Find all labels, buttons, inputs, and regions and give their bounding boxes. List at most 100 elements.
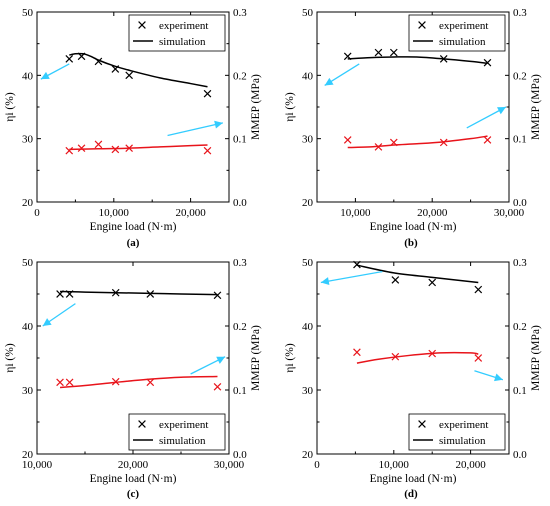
y-left-tick-label: 30 (302, 134, 314, 146)
panel-a: 0 10,000 20,000 20 30 40 50 0.0 0.1 0.2 0.3 Engine … (4, 7, 262, 249)
legend-box (128, 413, 226, 451)
axis-indicator-arrow (324, 63, 360, 87)
legend-simulation-label: simulation (439, 435, 486, 447)
y-right-axis-title: MMEP (MPa) (530, 325, 542, 391)
y-left-tick-label: 40 (302, 321, 314, 333)
eta-experiment-point (474, 285, 483, 294)
mmep-experiment-point (65, 378, 74, 387)
eta-experiment-point (203, 89, 212, 98)
x-tick-label: 20,000 (455, 459, 486, 471)
legend-experiment-marker (418, 420, 426, 428)
x-tick-label: 10,000 (99, 207, 130, 219)
y-right-axis-title: MMEP (MPa) (250, 74, 262, 140)
axis-indicator-arrow (190, 356, 226, 375)
eta-experiment-point (56, 290, 64, 298)
y-right-tick-label: 0.3 (233, 7, 247, 19)
mmep-experiment-point (111, 145, 120, 154)
y-right-tick-label: 0.1 (233, 134, 247, 146)
axis-indicator-arrow (466, 106, 507, 129)
eta-simulation-line (347, 56, 488, 65)
eta-experiment-point (483, 58, 492, 67)
mmep-experiment-point (343, 136, 352, 144)
legend-experiment-marker (138, 21, 146, 29)
x-axis-title: Engine load (N·m) (90, 221, 177, 233)
y-right-tick-label: 0.0 (513, 197, 527, 209)
legend-box (128, 14, 226, 52)
eta-simulation-line (356, 264, 479, 284)
panel-label: (b) (404, 237, 418, 249)
panel-label: (d) (404, 488, 418, 500)
y-right-tick-label: 0.2 (233, 70, 247, 82)
mmep-experiment-point (111, 377, 120, 386)
eta-experiment-point (111, 288, 120, 297)
legend: experiment simulation (128, 413, 226, 451)
y-left-tick-label: 30 (22, 134, 34, 146)
legend-experiment-marker (418, 21, 426, 29)
eta-experiment-point (65, 290, 74, 298)
eta-experiment-point (146, 290, 155, 298)
mmep-experiment-point (65, 146, 74, 155)
legend-simulation-label: simulation (159, 36, 206, 48)
eta-experiment-point (94, 57, 103, 66)
mmep-experiment-point (391, 352, 400, 361)
x-tick-label: 0 (34, 207, 40, 219)
y-right-axis-title: MMEP (MPa) (250, 325, 262, 391)
legend-experiment-label: experiment (439, 419, 488, 431)
y-right-tick-label: 0.1 (233, 385, 247, 397)
y-left-tick-label: 40 (22, 70, 34, 82)
legend: experiment simulation (128, 14, 226, 52)
mmep-experiment-point (94, 140, 103, 149)
x-axis-title: Engine load (N·m) (370, 473, 457, 485)
eta-experiment-point (125, 71, 133, 80)
y-left-tick-label: 20 (22, 449, 34, 461)
mmep-experiment-point (213, 382, 222, 391)
eta-experiment-point (343, 52, 352, 61)
axis-indicator-arrow (167, 120, 224, 137)
y-right-tick-label: 0.0 (233, 449, 247, 461)
eta-experiment-point (77, 52, 86, 61)
y-left-tick-label: 20 (302, 449, 314, 461)
y-left-tick-label: 50 (302, 257, 314, 269)
legend-simulation-label: simulation (159, 435, 206, 447)
panel-label: (c) (127, 488, 140, 500)
legend-experiment-marker (138, 420, 146, 428)
axis-indicator-arrow (42, 303, 76, 327)
y-right-tick-label: 0.2 (513, 70, 527, 82)
y-right-tick-label: 0.2 (233, 321, 247, 333)
mmep-experiment-point (125, 144, 133, 152)
legend-experiment-label: experiment (159, 20, 208, 32)
mmep-experiment-point (56, 378, 64, 387)
y-right-tick-label: 0.2 (513, 321, 527, 333)
mmep-simulation-line (347, 135, 488, 149)
y-right-axis-title: MMEP (MPa) (530, 74, 542, 140)
y-right-tick-label: 0.0 (233, 197, 247, 209)
y-left-tick-label: 50 (302, 7, 314, 19)
eta-experiment-point (439, 55, 448, 63)
x-tick-label: 30,000 (494, 207, 525, 219)
eta-experiment-point (65, 55, 74, 63)
panel-d: 0 10,000 20,000 20 30 40 50 0.0 0.1 0.2 0.3 Engine … (284, 257, 542, 500)
eta-experiment-point (391, 276, 400, 284)
mmep-experiment-point (439, 138, 448, 147)
eta-experiment-point (428, 278, 437, 287)
mmep-experiment-point (483, 136, 492, 144)
y-left-tick-label: 20 (22, 197, 34, 209)
x-tick-label: 0 (314, 459, 320, 471)
y-left-tick-label: 40 (302, 70, 314, 82)
x-tick-label: 10,000 (22, 459, 53, 471)
y-right-tick-label: 0.0 (513, 449, 527, 461)
x-tick-label: 30,000 (214, 459, 245, 471)
y-left-axis-title: ηi (%) (4, 92, 16, 121)
panel-label: (a) (127, 237, 140, 249)
y-left-axis-title: ηi (%) (284, 343, 296, 372)
y-right-tick-label: 0.1 (513, 134, 527, 146)
legend-box (408, 14, 506, 52)
legend-box (408, 413, 506, 451)
mmep-experiment-point (77, 144, 86, 152)
axis-indicator-arrow (474, 370, 504, 382)
mmep-experiment-point (146, 378, 155, 387)
legend-experiment-label: experiment (439, 20, 488, 32)
mmep-simulation-line (69, 144, 208, 151)
eta-experiment-point (111, 65, 120, 73)
